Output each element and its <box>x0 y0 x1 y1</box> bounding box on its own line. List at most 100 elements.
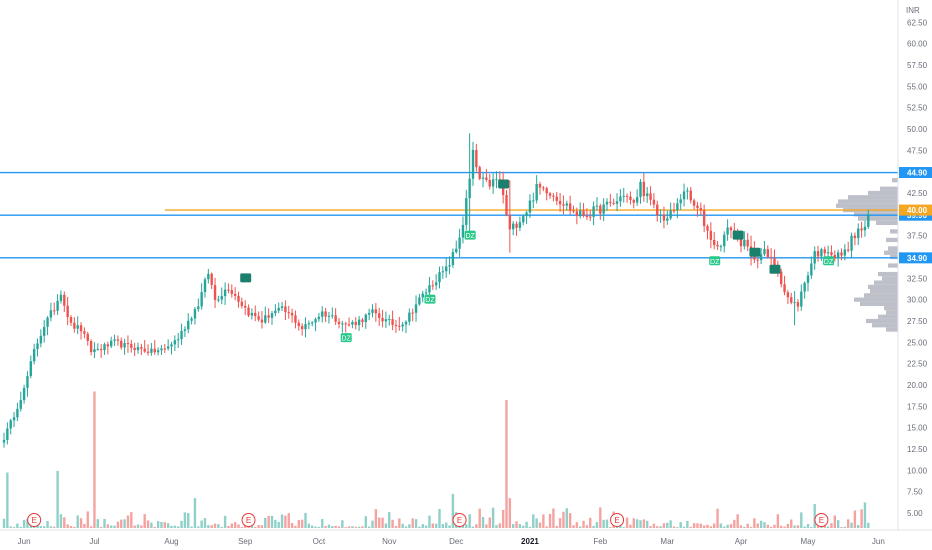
candle-body <box>766 249 769 257</box>
candle-body <box>230 290 233 294</box>
volume-bar <box>723 526 726 528</box>
candle-body <box>656 204 659 216</box>
price-tick-label: 15.00 <box>907 424 928 433</box>
supply-zone-marker <box>732 230 744 240</box>
time-axis[interactable]: Jun Jul Aug Sep Oct Nov Dec 2021 Feb Mar Apr May Jun <box>18 537 885 546</box>
demand-zone-marker: DZ <box>464 230 476 240</box>
candle-body <box>187 320 190 330</box>
candle-body <box>163 348 166 350</box>
candle-body <box>59 294 63 301</box>
volume-bar <box>495 525 498 528</box>
volume-bar <box>116 521 120 528</box>
volume-bar <box>733 519 736 528</box>
candle-body <box>833 255 836 259</box>
candle-body <box>177 339 180 341</box>
candle-body <box>826 252 830 254</box>
volume-bar <box>411 518 414 528</box>
candle-body <box>76 325 79 329</box>
supply-zone-marker <box>769 264 781 274</box>
volume-bar <box>354 526 357 528</box>
volume-bar <box>357 526 361 528</box>
volume-bar <box>786 523 790 528</box>
horizontal-levels[interactable] <box>0 171 898 259</box>
volume-bar <box>763 522 766 528</box>
candle-body <box>274 310 277 314</box>
price-tick-label: 25.00 <box>907 338 928 347</box>
level-tag-text: 39.90 <box>907 211 928 220</box>
time-axis-label: May <box>800 537 815 546</box>
volume-bar <box>706 524 709 528</box>
candle-body <box>820 249 823 257</box>
volume-bar <box>421 524 424 528</box>
volume-bar <box>451 493 455 528</box>
candle-body <box>36 343 39 350</box>
volume-profile-bar <box>848 195 898 200</box>
zone-marker-label: DZ <box>824 259 834 266</box>
candle-body <box>682 191 686 200</box>
candle-body <box>267 315 270 318</box>
volume-bar <box>692 523 696 528</box>
volume-bar <box>93 391 96 528</box>
volume-profile-bar <box>860 301 898 307</box>
price-tick-label: 55.00 <box>907 82 928 91</box>
candle-body <box>170 344 173 347</box>
volume-bar <box>300 519 304 528</box>
volume-bar <box>136 524 140 528</box>
candle-body <box>96 349 99 351</box>
price-tick-label: 42.50 <box>907 189 928 198</box>
volume-bar <box>290 522 294 528</box>
zone-marker-box <box>769 264 781 274</box>
candle-body <box>458 237 461 249</box>
candle-body <box>689 190 692 201</box>
volume-bar <box>753 518 756 528</box>
earnings-marker[interactable]: E <box>241 513 256 527</box>
volume-bar <box>508 498 512 528</box>
volume-bar <box>371 520 374 528</box>
volume-profile-bar <box>836 203 898 208</box>
candle-body <box>9 420 12 429</box>
volume-profile-bar <box>890 254 898 260</box>
candle-body <box>367 312 371 315</box>
earnings-marker[interactable]: E <box>814 513 829 527</box>
candle-body <box>512 223 515 230</box>
candle-body <box>384 319 388 322</box>
candle-body <box>89 340 93 353</box>
candle-body <box>284 306 287 313</box>
volume-profile-bar <box>882 276 898 281</box>
candle-body <box>133 347 136 351</box>
price-tick-label: 50.00 <box>907 125 928 134</box>
candle-body <box>297 322 300 327</box>
volume-bar <box>277 521 280 528</box>
time-axis-label: Oct <box>313 537 326 546</box>
earnings-marker[interactable]: E <box>610 513 625 527</box>
volume-bar <box>847 519 850 528</box>
candle-body <box>136 347 140 351</box>
volume-bar <box>813 504 816 528</box>
earnings-marker-label: E <box>614 516 619 525</box>
candle-body <box>538 183 542 188</box>
candle-body <box>860 228 863 231</box>
volume-bar <box>113 525 116 528</box>
candle-body <box>411 312 414 314</box>
earnings-marker[interactable]: E <box>452 513 467 527</box>
price-tick-label: 30.00 <box>907 296 928 305</box>
candle-body <box>213 285 217 300</box>
volume-bar <box>203 518 207 528</box>
candle-body <box>468 178 471 199</box>
volume-bar <box>183 512 187 528</box>
candle-body <box>337 321 341 325</box>
volume-bar <box>843 526 847 528</box>
volume-bar <box>12 527 16 528</box>
volume-bar <box>810 527 813 528</box>
candle-body <box>73 322 76 329</box>
volume-bar <box>153 526 156 528</box>
volume-bar <box>488 517 491 528</box>
earnings-marker[interactable]: E <box>27 513 42 527</box>
volume-bar <box>769 526 773 528</box>
candle-body <box>16 408 19 418</box>
candle-body <box>314 319 317 323</box>
candle-body <box>347 324 351 326</box>
